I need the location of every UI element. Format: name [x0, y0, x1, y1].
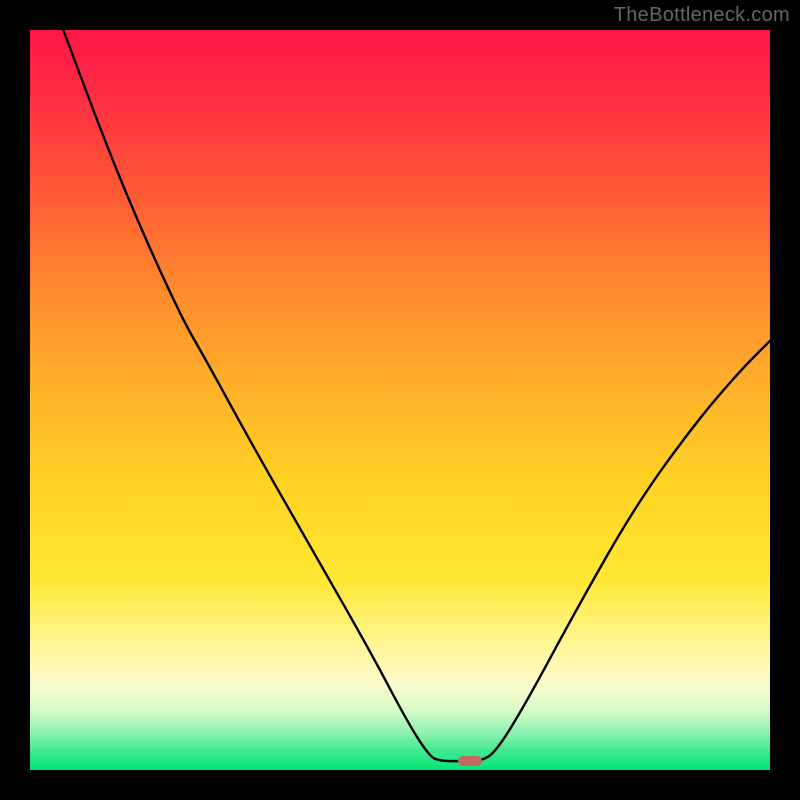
plot-area [30, 30, 770, 770]
watermark-text: TheBottleneck.com [614, 4, 790, 27]
bottleneck-curve [30, 30, 770, 770]
optimal-marker [458, 756, 482, 766]
